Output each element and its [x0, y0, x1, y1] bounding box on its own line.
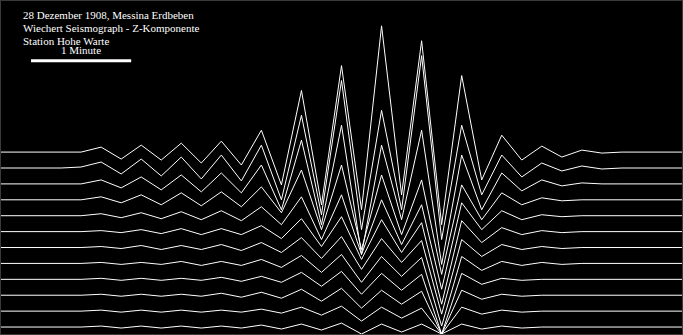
svg-text:28 Dezember 1908, Messina Erdb: 28 Dezember 1908, Messina Erdbeben: [23, 9, 194, 21]
svg-text:Wiechert Seismograph - Z-Kompo: Wiechert Seismograph - Z-Komponente: [23, 22, 200, 34]
svg-text:1 Minute: 1 Minute: [61, 44, 101, 56]
svg-text:Station Hohe Warte: Station Hohe Warte: [23, 35, 109, 47]
